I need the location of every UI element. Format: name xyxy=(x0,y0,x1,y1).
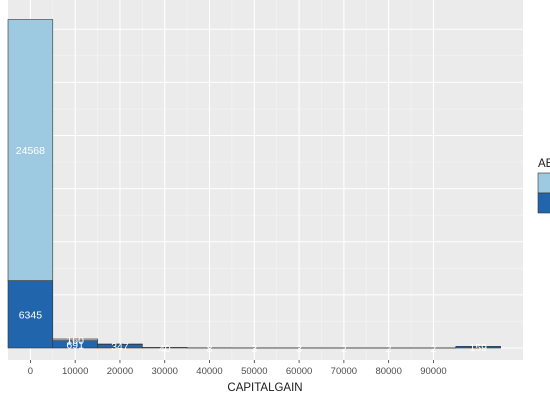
x-tick-label: 20000 xyxy=(107,366,133,377)
bar-label-series-2: 3 xyxy=(296,343,302,355)
major-gridlines xyxy=(8,0,523,360)
bar-label-series-2: 691 xyxy=(66,339,84,351)
bar-series-2 xyxy=(7,280,54,349)
bar-label-series-2: 3 xyxy=(251,343,257,355)
bar-label-series-2: 40 xyxy=(159,343,171,355)
x-tick-label: 80000 xyxy=(375,366,401,377)
x-axis-ticks: 0 10000 20000 30000 40000 50000 60000 70000 8000… xyxy=(28,360,447,377)
legend-key-series-1 xyxy=(537,172,550,194)
bar-label-series-2: 2 xyxy=(431,343,437,355)
x-axis-title: CAPITALGAIN xyxy=(227,382,302,394)
bar-label-series-1: 24568 xyxy=(16,145,45,157)
x-tick-label: 70000 xyxy=(331,366,357,377)
bar-label-series-2: 2 xyxy=(386,343,392,355)
minor-gridlines xyxy=(8,0,523,360)
x-tick-label: 30000 xyxy=(152,366,178,377)
bar-series-1 xyxy=(7,19,54,281)
bars xyxy=(7,19,501,349)
bar-series-2 xyxy=(455,346,501,349)
x-tick-label: 60000 xyxy=(286,366,312,377)
bar-label-series-2: 8 xyxy=(207,343,213,355)
x-tick-label: 10000 xyxy=(62,366,88,377)
bar-label-series-2: 2 xyxy=(341,343,347,355)
plot-panel xyxy=(8,0,523,360)
bar-label-series-2: 6345 xyxy=(19,309,43,321)
x-tick-label: 0 xyxy=(28,366,33,377)
legend-key-series-2 xyxy=(537,192,550,214)
bar-series-1 xyxy=(52,338,98,341)
legend-title: AB xyxy=(538,158,550,170)
x-tick-label: 50000 xyxy=(241,366,267,377)
bar-label-series-1: 160 xyxy=(66,335,84,347)
legend: AB xyxy=(537,158,550,214)
x-tick-label: 40000 xyxy=(196,366,222,377)
bar-label-series-2: 347 xyxy=(111,341,129,353)
bar-label-series-2: 159 xyxy=(469,342,487,354)
x-tick-label: 90000 xyxy=(420,366,446,377)
